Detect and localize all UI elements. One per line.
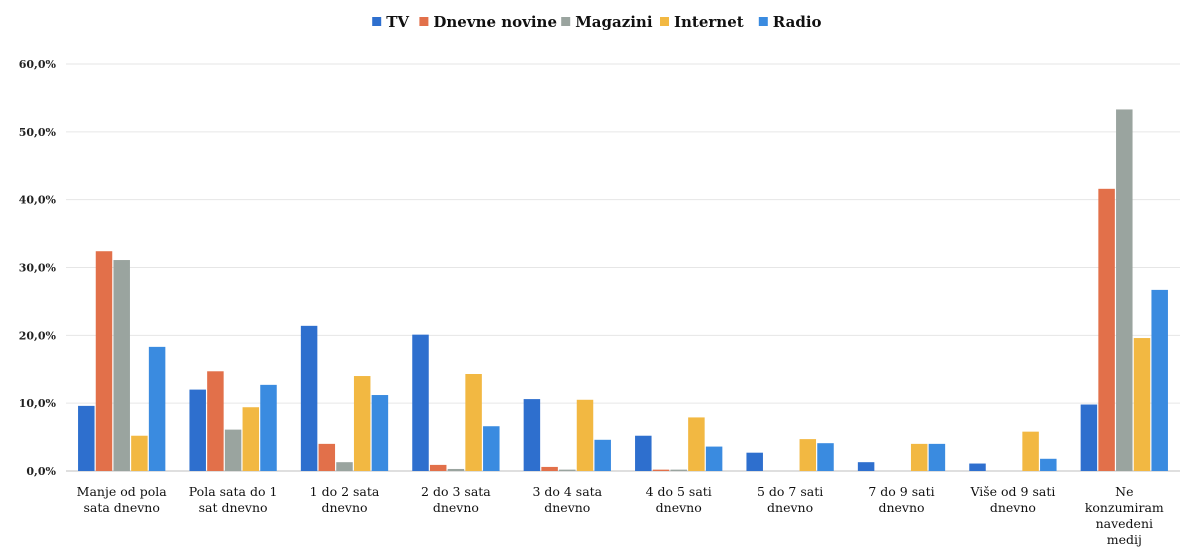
y-tick-label: 40,0% xyxy=(19,194,57,207)
bar: Internet: 14 xyxy=(353,376,371,471)
bar: Magazini: 31.1 xyxy=(113,260,130,471)
bar: Radio: 3.6 xyxy=(705,446,723,471)
legend-swatch xyxy=(419,17,429,26)
bar: TV: 1.3 xyxy=(857,462,875,471)
bar: Internet: 4.7 xyxy=(799,439,817,471)
bar: Internet: 10.5 xyxy=(576,399,594,471)
bar: Internet: 19.6 xyxy=(1133,338,1151,471)
x-category-label: Pola sata do 1 sat dnevno xyxy=(189,484,278,515)
bar: Radio: 4 xyxy=(928,443,946,471)
bar: TV: 9.6 xyxy=(78,405,95,471)
bar: Internet: 9.4 xyxy=(242,407,260,471)
x-category-label: Ne konzumiram navedeni medij xyxy=(1085,484,1164,547)
legend-swatch xyxy=(561,17,571,26)
bar: TV: 10.6 xyxy=(523,399,541,471)
bar: Radio: 11.2 xyxy=(371,395,389,471)
bar: Dnevne novine: 0.9 xyxy=(429,464,447,471)
bar: Magazini: 6.1 xyxy=(224,429,242,471)
bar: Radio: 12.7 xyxy=(260,384,277,471)
x-category-label: 2 do 3 sata dnevno xyxy=(421,484,491,515)
y-tick-label: 10,0% xyxy=(19,397,57,410)
bar: TV: 2.7 xyxy=(746,452,763,471)
legend-label: TV xyxy=(386,13,409,31)
bar: TV: 9.8 xyxy=(1080,404,1098,471)
bar: Radio: 1.8 xyxy=(1040,458,1057,471)
legend-label: Radio xyxy=(773,13,822,31)
bar: Internet: 5.8 xyxy=(1022,431,1039,471)
x-category-label: 4 do 5 sati dnevno xyxy=(646,484,712,515)
legend-swatch xyxy=(660,17,669,26)
y-tick-label: 0,0% xyxy=(26,465,56,478)
bar: Dnevne novine: 41.6 xyxy=(1098,188,1115,471)
y-tick-label: 20,0% xyxy=(19,329,57,342)
bar: Dnevne novine: 0.2 xyxy=(652,469,670,471)
bar: Dnevne novine: 14.7 xyxy=(207,371,224,471)
bar: Radio: 26.7 xyxy=(1151,289,1168,471)
bar: Radio: 4.1 xyxy=(817,443,834,471)
bar: Magazini: 1.3 xyxy=(336,462,353,471)
x-category-label: 1 do 2 sata dnevno xyxy=(310,484,380,515)
x-category-label: Više od 9 sati dnevno xyxy=(969,484,1055,515)
bar: Radio: 18.3 xyxy=(148,346,166,471)
bar: TV: 21.4 xyxy=(300,325,318,471)
bar: Dnevne novine: 4 xyxy=(318,443,336,471)
x-category-label: 7 do 9 sati dnevno xyxy=(868,484,934,515)
y-tick-label: 60,0% xyxy=(19,58,57,71)
bar: Internet: 5.2 xyxy=(131,435,148,471)
bar: TV: 5.2 xyxy=(635,435,652,471)
legend-swatch xyxy=(372,17,382,26)
x-category-label: Manje od pola sata dnevno xyxy=(77,484,168,515)
bar: TV: 1.1 xyxy=(969,463,986,471)
bar: Internet: 4 xyxy=(910,443,928,471)
bar: Magazini: 53.3 xyxy=(1116,109,1133,471)
x-category-label: 5 do 7 sati dnevno xyxy=(757,484,823,515)
y-tick-label: 50,0% xyxy=(19,126,57,139)
bar: Internet: 7.9 xyxy=(688,417,705,471)
x-category-label: 3 do 4 sata dnevno xyxy=(532,484,602,515)
legend-label: Dnevne novine xyxy=(433,13,557,31)
bar: Magazini: 0.3 xyxy=(447,468,465,471)
bar: Dnevne novine: 0.6 xyxy=(541,466,558,471)
bar: Radio: 4.6 xyxy=(594,439,611,471)
bar: Radio: 6.6 xyxy=(483,426,500,471)
legend-label: Internet xyxy=(674,13,744,31)
bar: TV: 20.1 xyxy=(412,334,429,471)
bar: Magazini: 0.2 xyxy=(559,469,576,471)
legend-label: Magazini xyxy=(575,13,653,31)
bar: Internet: 14.3 xyxy=(465,373,482,471)
bar: TV: 12 xyxy=(189,389,206,471)
bar: Dnevne novine: 32.4 xyxy=(95,251,113,471)
legend-swatch xyxy=(758,17,768,26)
bar: Magazini: 0.2 xyxy=(670,469,687,471)
y-tick-label: 30,0% xyxy=(19,262,57,275)
